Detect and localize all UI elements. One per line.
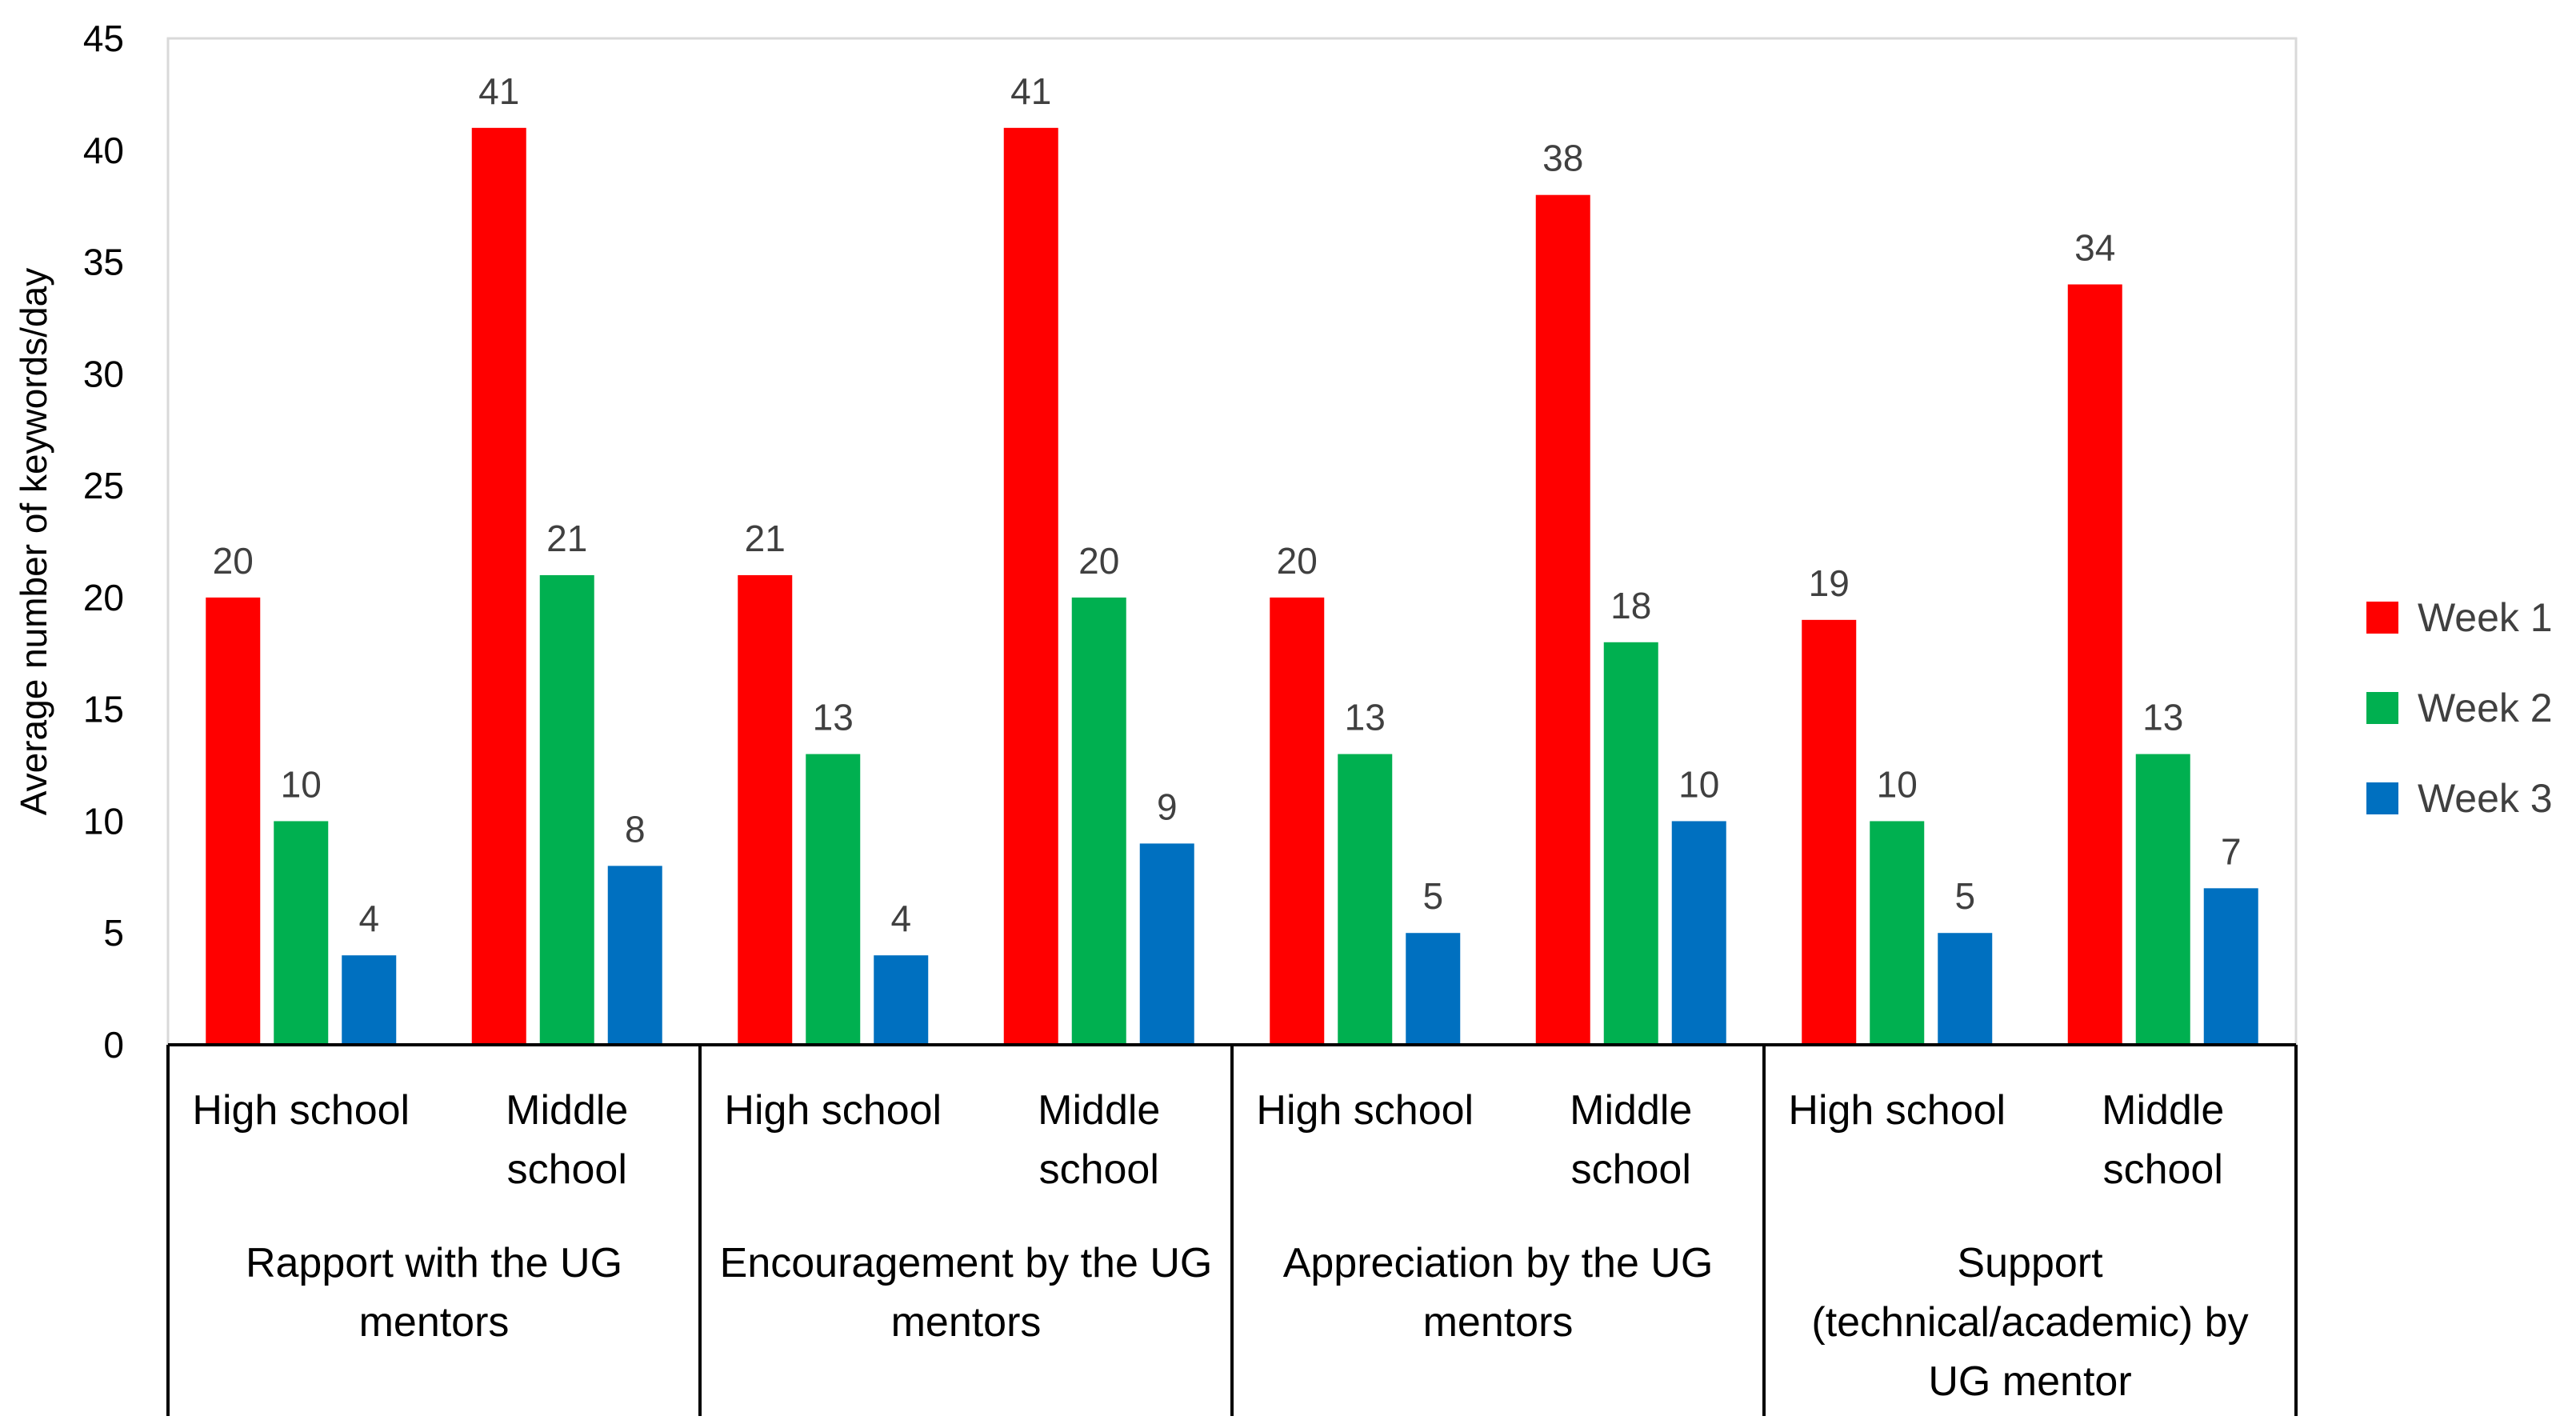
- x-category-label: High school: [724, 1087, 942, 1134]
- x-group-label: (technical/academic) by: [1811, 1299, 2248, 1346]
- bar-week-3: [1938, 933, 1993, 1045]
- bar-week-1: [2067, 284, 2122, 1045]
- y-tick-label: 5: [103, 912, 124, 954]
- data-label: 20: [1078, 540, 1119, 582]
- y-axis: 0 5 10 15 20 25 30 35 40 45: [83, 18, 124, 1066]
- x-category-label: Middle: [2102, 1087, 2224, 1134]
- x-group-label: mentors: [891, 1299, 1042, 1346]
- x-category-label: school: [507, 1146, 627, 1193]
- data-label: 9: [1157, 786, 1178, 827]
- x-category-label: High school: [192, 1087, 410, 1134]
- y-tick-label: 25: [83, 465, 124, 506]
- value-labels: 20 41 21 41 20 38 19 34 10 21 13 20 13 18 10 13 4 8 4 9 5 10 5…: [213, 70, 2242, 939]
- x-category-label: school: [1039, 1146, 1159, 1193]
- legend-swatch: [2366, 692, 2398, 724]
- bar-week-3: [2203, 888, 2258, 1045]
- data-label: 19: [1809, 562, 1850, 604]
- data-label: 13: [2142, 697, 2183, 738]
- x-group-label: Support: [1957, 1240, 2103, 1286]
- x-group-label: Encouragement by the UG: [720, 1240, 1213, 1286]
- bar-week-1: [206, 597, 261, 1045]
- data-label: 38: [1542, 138, 1583, 179]
- x-category-label: Middle: [506, 1087, 628, 1134]
- bar-week-1: [1270, 597, 1325, 1045]
- bar-week-3: [342, 955, 397, 1045]
- bar-week-3: [874, 955, 929, 1045]
- x-category-label: school: [2103, 1146, 2223, 1193]
- y-axis-title: Average number of keywords/day: [13, 268, 54, 815]
- x-group-label: Appreciation by the UG: [1283, 1240, 1714, 1286]
- data-label: 21: [745, 518, 786, 559]
- bar-week-2: [1870, 821, 1925, 1045]
- data-label: 41: [1010, 70, 1051, 112]
- y-tick-label: 40: [83, 130, 124, 171]
- data-label: 20: [213, 540, 254, 582]
- legend: Week 1 Week 2 Week 3: [2366, 595, 2553, 821]
- bar-week-1: [471, 127, 526, 1045]
- bar-week-2: [1338, 754, 1393, 1045]
- data-label: 5: [1422, 875, 1443, 917]
- data-label: 20: [1277, 540, 1318, 582]
- legend-label: Week 2: [2418, 686, 2553, 730]
- legend-swatch: [2366, 782, 2398, 814]
- bar-week-1: [1802, 619, 1857, 1045]
- legend-swatch: [2366, 602, 2398, 634]
- data-label: 13: [813, 697, 854, 738]
- bar-week-2: [2135, 754, 2190, 1045]
- bar-week-3: [607, 866, 662, 1045]
- data-label: 5: [1954, 875, 1975, 917]
- bar-week-2: [274, 821, 329, 1045]
- data-label: 7: [2221, 830, 2242, 872]
- data-label: 18: [1610, 585, 1651, 626]
- bar-week-1: [1535, 194, 1590, 1046]
- bar-week-2: [806, 754, 861, 1045]
- x-category-label: High school: [1788, 1087, 2006, 1134]
- x-group-label: mentors: [359, 1299, 510, 1346]
- y-tick-label: 0: [103, 1024, 124, 1066]
- y-tick-label: 35: [83, 242, 124, 283]
- x-category-label: High school: [1256, 1087, 1474, 1134]
- x-category-label: Middle: [1038, 1087, 1160, 1134]
- bar-week-2: [1071, 597, 1126, 1045]
- bar-week-1: [1003, 127, 1058, 1045]
- bar-week-2: [1603, 642, 1658, 1045]
- data-label: 21: [546, 518, 587, 559]
- data-label: 41: [478, 70, 519, 112]
- bar-week-3: [1406, 933, 1461, 1045]
- data-label: 4: [358, 898, 379, 939]
- bar-week-1: [738, 574, 793, 1045]
- legend-label: Week 1: [2418, 595, 2553, 640]
- x-group-label: mentors: [1423, 1299, 1574, 1346]
- bars: [206, 127, 2258, 1046]
- y-tick-label: 45: [83, 18, 124, 59]
- data-label: 10: [1678, 763, 1719, 805]
- data-label: 10: [1877, 763, 1918, 805]
- data-label: 4: [890, 898, 911, 939]
- data-label: 34: [2074, 227, 2115, 269]
- y-tick-label: 15: [83, 689, 124, 730]
- x-group-label: Rapport with the UG: [246, 1240, 622, 1286]
- x-category-label: school: [1571, 1146, 1691, 1193]
- bar-week-3: [1139, 843, 1194, 1045]
- y-tick-label: 30: [83, 353, 124, 394]
- x-category-label: Middle: [1570, 1087, 1692, 1134]
- y-tick-label: 20: [83, 577, 124, 618]
- bar-week-3: [1671, 821, 1726, 1045]
- bar-week-2: [539, 574, 594, 1045]
- data-label: 8: [625, 808, 646, 850]
- legend-label: Week 3: [2418, 776, 2553, 821]
- data-label: 10: [281, 763, 322, 805]
- data-label: 13: [1345, 697, 1386, 738]
- x-group-label: UG mentor: [1928, 1358, 2131, 1405]
- x-axis: High school Middle school High school Middle…: [166, 1043, 2298, 1416]
- y-tick-label: 10: [83, 800, 124, 842]
